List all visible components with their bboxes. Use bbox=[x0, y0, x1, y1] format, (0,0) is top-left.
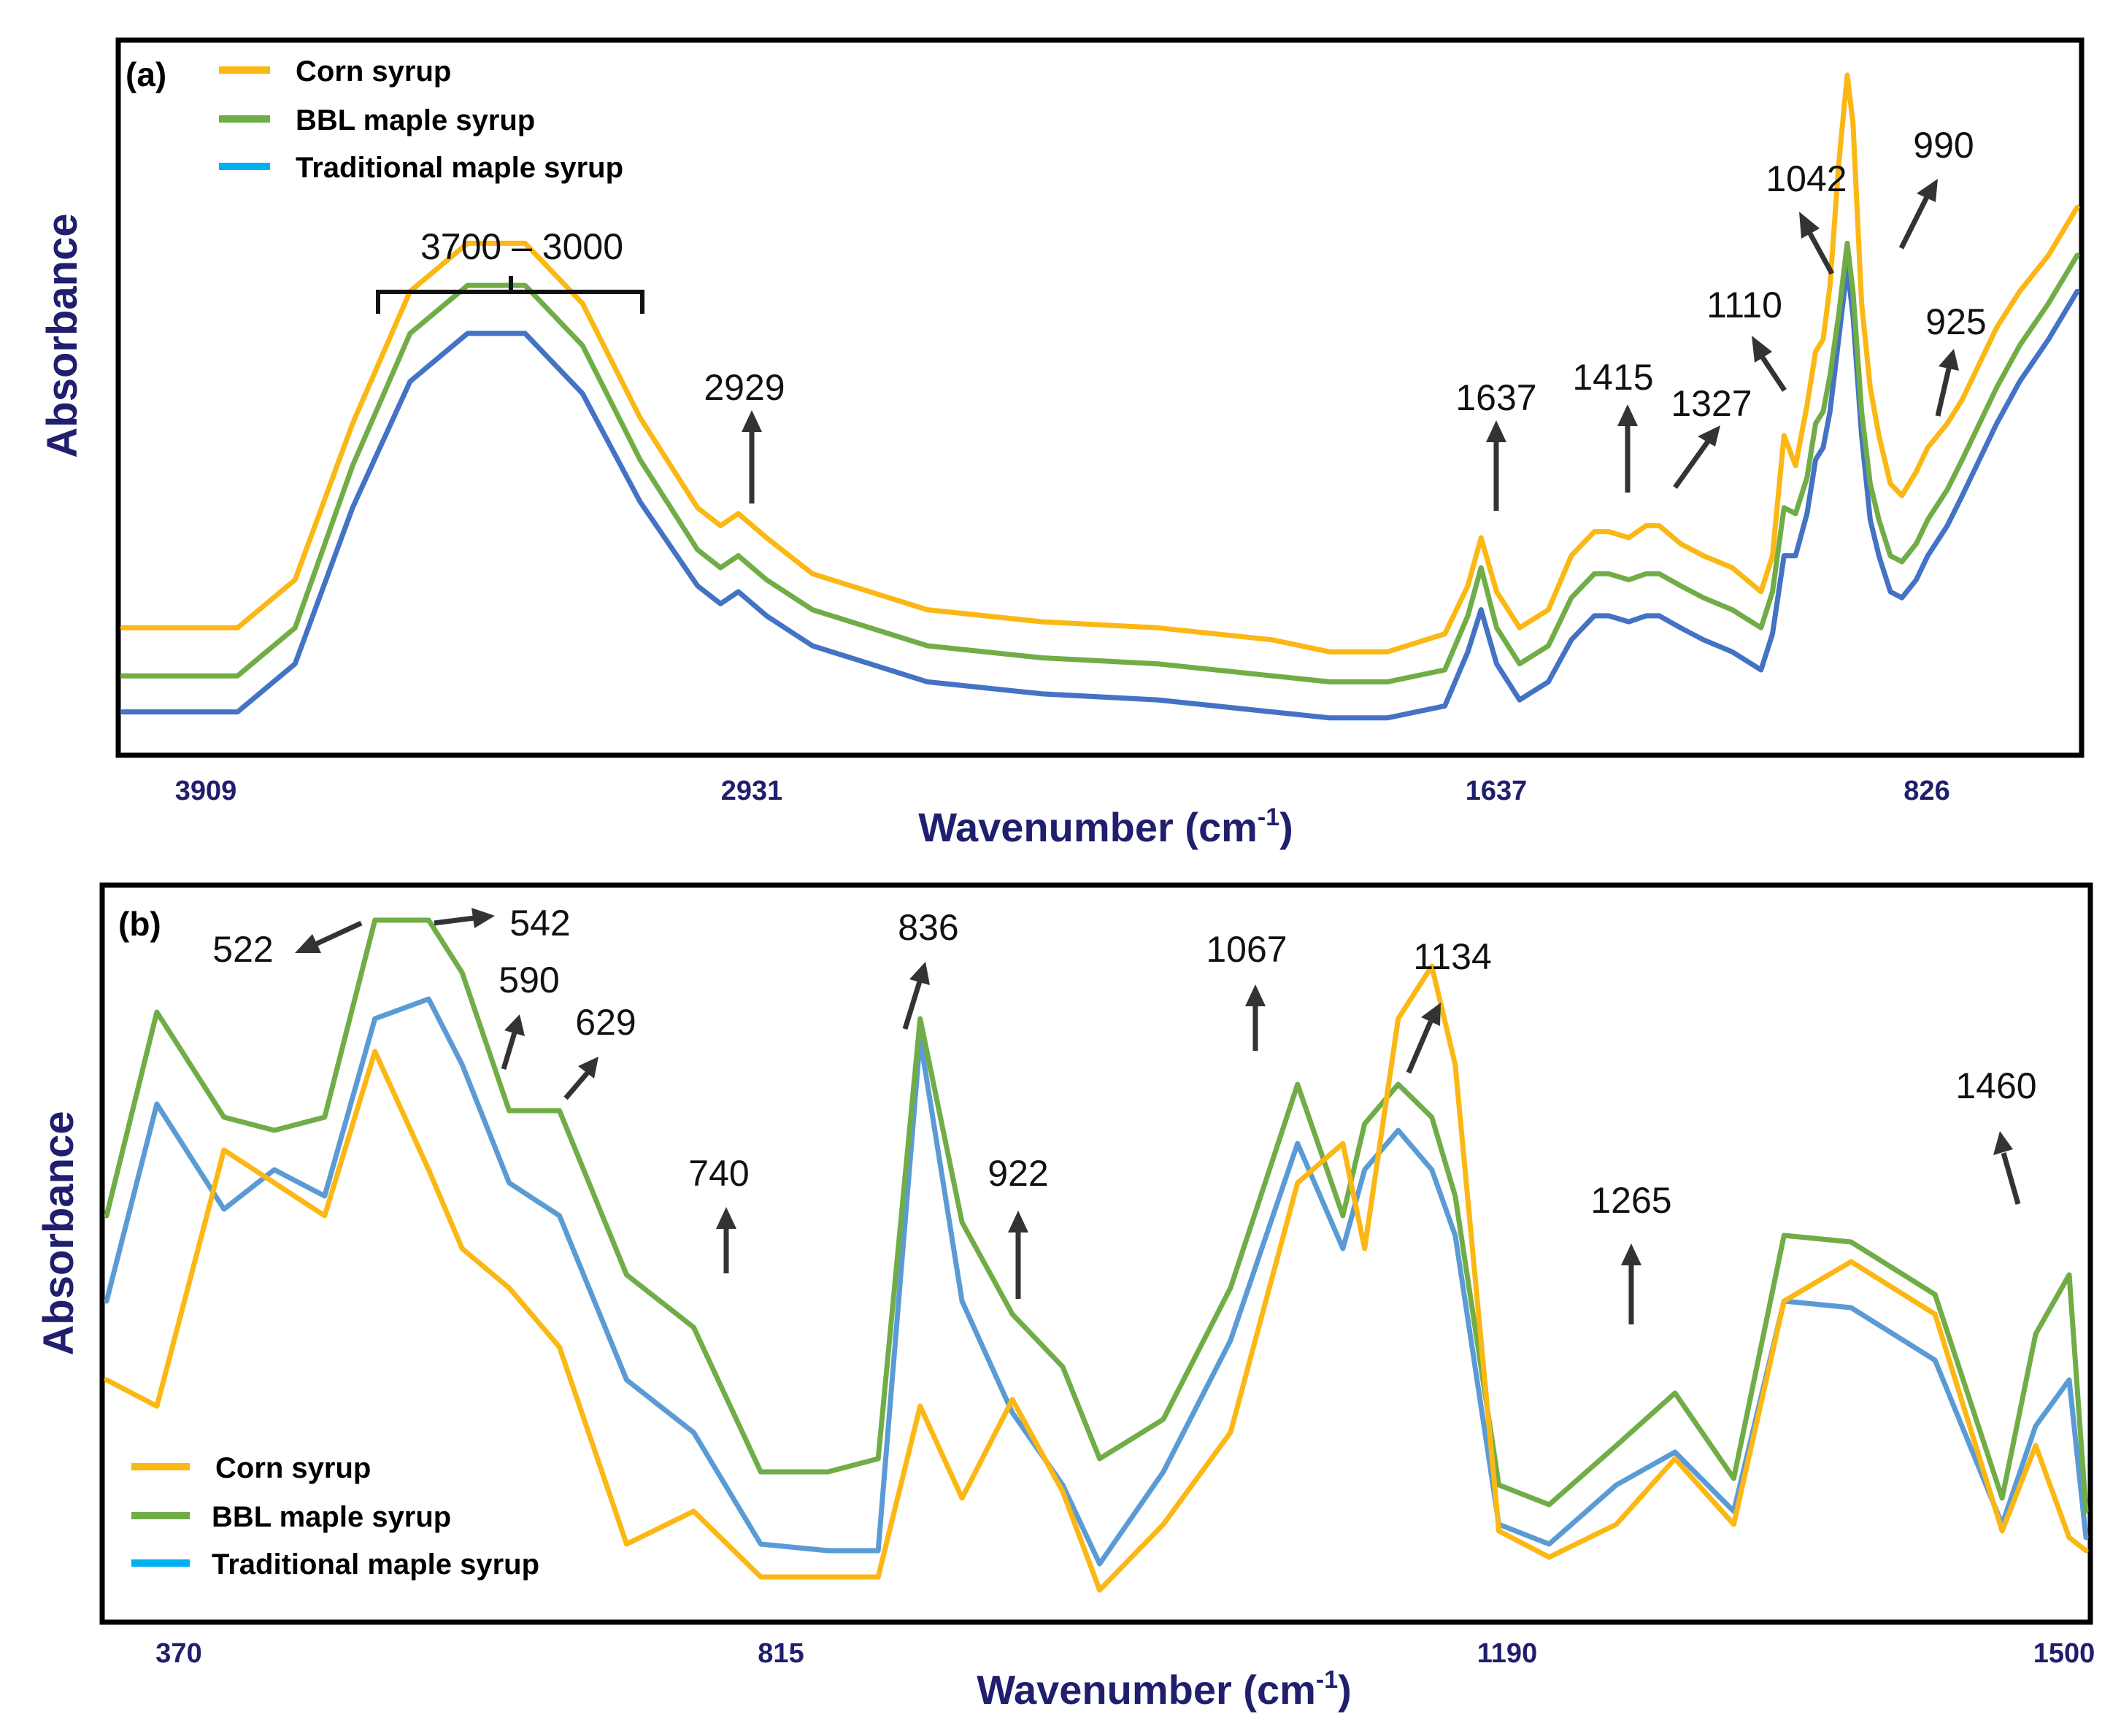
annotation-a-1327-label: 1327 bbox=[1671, 383, 1752, 424]
annotation-b-1067: 1067 bbox=[1206, 929, 1287, 1051]
panel-b-x-tick-1190: 1190 bbox=[1477, 1638, 1537, 1669]
panel-b-y-axis-label: Absorbance bbox=[35, 1111, 82, 1355]
legend-a-label-corn: Corn syrup bbox=[296, 55, 451, 88]
panel-b-x-axis-label-close: ) bbox=[1338, 1667, 1352, 1713]
annotation-b-629: 629 bbox=[563, 1002, 636, 1100]
annotation-a-925: 925 bbox=[1925, 301, 1987, 417]
panel-b-x-axis-label: Wavenumber (cm-1) bbox=[977, 1666, 1352, 1713]
annotation-b-590-label: 590 bbox=[499, 960, 559, 1000]
annotation-b-1067-label: 1067 bbox=[1206, 929, 1287, 970]
panel-b-x-tick-1500: 1500 bbox=[2033, 1638, 2095, 1669]
annotation-b-1460-label: 1460 bbox=[1955, 1065, 2036, 1106]
panel-b-series-corn-line bbox=[104, 963, 2089, 1593]
panel-a-x-axis-label-main: Wavenumber (cm bbox=[918, 804, 1258, 850]
annotation-b-836-label: 836 bbox=[898, 907, 958, 948]
annotation-b-1265: 1265 bbox=[1590, 1180, 1672, 1324]
annotation-b-522-label: 522 bbox=[212, 929, 273, 970]
annotation-a-2929-label: 2929 bbox=[704, 367, 785, 408]
panel-a: (a) Corn syrup BBL maple syrup Tradition… bbox=[39, 37, 2085, 850]
annotation-b-922: 922 bbox=[988, 1153, 1049, 1299]
panel-a-x-tick-3909: 3909 bbox=[175, 776, 237, 806]
legend-b-label-bbl: BBL maple syrup bbox=[212, 1501, 451, 1533]
panel-b-series-traditional-line bbox=[104, 996, 2089, 1567]
panel-a-x-tick-1637: 1637 bbox=[1466, 776, 1528, 806]
annotation-b-740-label: 740 bbox=[688, 1153, 749, 1194]
annotation-a-2929: 2929 bbox=[704, 367, 785, 504]
annotation-a-1637: 1637 bbox=[1455, 377, 1537, 511]
annotation-a-1042-label: 1042 bbox=[1766, 158, 1847, 199]
annotation-b-1134-label: 1134 bbox=[1413, 936, 1492, 977]
panel-b-series-group bbox=[104, 917, 2089, 1593]
panel-a-series-corn-line bbox=[120, 72, 2080, 655]
annotation-a-bracket-label: 3700 – 3000 bbox=[420, 226, 623, 267]
annotation-a-1110-label: 1110 bbox=[1706, 285, 1782, 325]
panel-a-x-axis-label-close: ) bbox=[1279, 804, 1293, 850]
annotation-b-740: 740 bbox=[688, 1153, 750, 1273]
annotation-a-1042: 1042 bbox=[1766, 158, 1847, 275]
legend-b-label-traditional: Traditional maple syrup bbox=[212, 1548, 539, 1581]
panel-b-x-tick-370: 370 bbox=[155, 1638, 201, 1669]
panel-b-x-tick-815: 815 bbox=[758, 1638, 804, 1669]
annotation-a-1637-label: 1637 bbox=[1455, 377, 1536, 418]
annotation-b-629-label: 629 bbox=[575, 1002, 636, 1043]
annotation-a-1110: 1110 bbox=[1706, 285, 1787, 392]
annotation-a-1415-label: 1415 bbox=[1572, 357, 1653, 398]
annotation-a-1415: 1415 bbox=[1572, 357, 1654, 493]
panel-a-x-axis-label: Wavenumber (cm-1) bbox=[918, 803, 1293, 850]
panel-a-label: (a) bbox=[126, 55, 166, 93]
annotation-b-1134: 1134 bbox=[1406, 936, 1492, 1074]
annotation-a-990-label: 990 bbox=[1913, 125, 1974, 166]
panel-b-series-bbl-line bbox=[104, 917, 2089, 1514]
panel-a-y-axis-label: Absorbance bbox=[39, 213, 86, 458]
annotation-b-590: 590 bbox=[499, 960, 560, 1070]
panel-a-x-axis-label-sup: -1 bbox=[1258, 803, 1279, 831]
legend-a-label-traditional: Traditional maple syrup bbox=[296, 152, 623, 184]
panel-b-x-axis-label-main: Wavenumber (cm bbox=[977, 1667, 1316, 1713]
annotation-b-522: 522 bbox=[212, 920, 363, 970]
panel-b-frame bbox=[99, 882, 2093, 1625]
panel-a-series-bbl-line bbox=[120, 240, 2080, 684]
annotation-b-542-label: 542 bbox=[509, 903, 570, 944]
panel-a-x-tick-826: 826 bbox=[1903, 776, 1949, 806]
panel-b: (b) Corn syrup BBL maple syrup Tradition… bbox=[35, 882, 2095, 1713]
annotation-a-990: 990 bbox=[1898, 125, 1974, 250]
annotation-b-1265-label: 1265 bbox=[1590, 1180, 1671, 1221]
panel-a-series-traditional-line bbox=[120, 264, 2080, 721]
legend-a-label-bbl: BBL maple syrup bbox=[296, 104, 535, 136]
panel-a-legend: Corn syrup BBL maple syrup Traditional m… bbox=[219, 55, 623, 184]
annotation-b-922-label: 922 bbox=[988, 1153, 1048, 1194]
panel-a-series-group bbox=[120, 72, 2080, 721]
panel-b-label: (b) bbox=[118, 905, 161, 943]
annotation-b-836: 836 bbox=[898, 907, 959, 1030]
panel-a-x-tick-2931: 2931 bbox=[721, 776, 783, 806]
legend-b-label-corn: Corn syrup bbox=[215, 1452, 371, 1484]
annotation-a-bracket-3700-3000: 3700 – 3000 bbox=[376, 226, 644, 314]
panel-b-x-axis-label-sup: -1 bbox=[1316, 1666, 1338, 1694]
annotation-a-1327: 1327 bbox=[1671, 383, 1752, 490]
annotation-a-925-label: 925 bbox=[1925, 301, 1986, 342]
panel-a-frame bbox=[115, 37, 2085, 758]
panel-b-legend: Corn syrup BBL maple syrup Traditional m… bbox=[131, 1452, 539, 1581]
annotation-b-542: 542 bbox=[434, 903, 571, 944]
annotation-b-1460: 1460 bbox=[1955, 1065, 2037, 1205]
